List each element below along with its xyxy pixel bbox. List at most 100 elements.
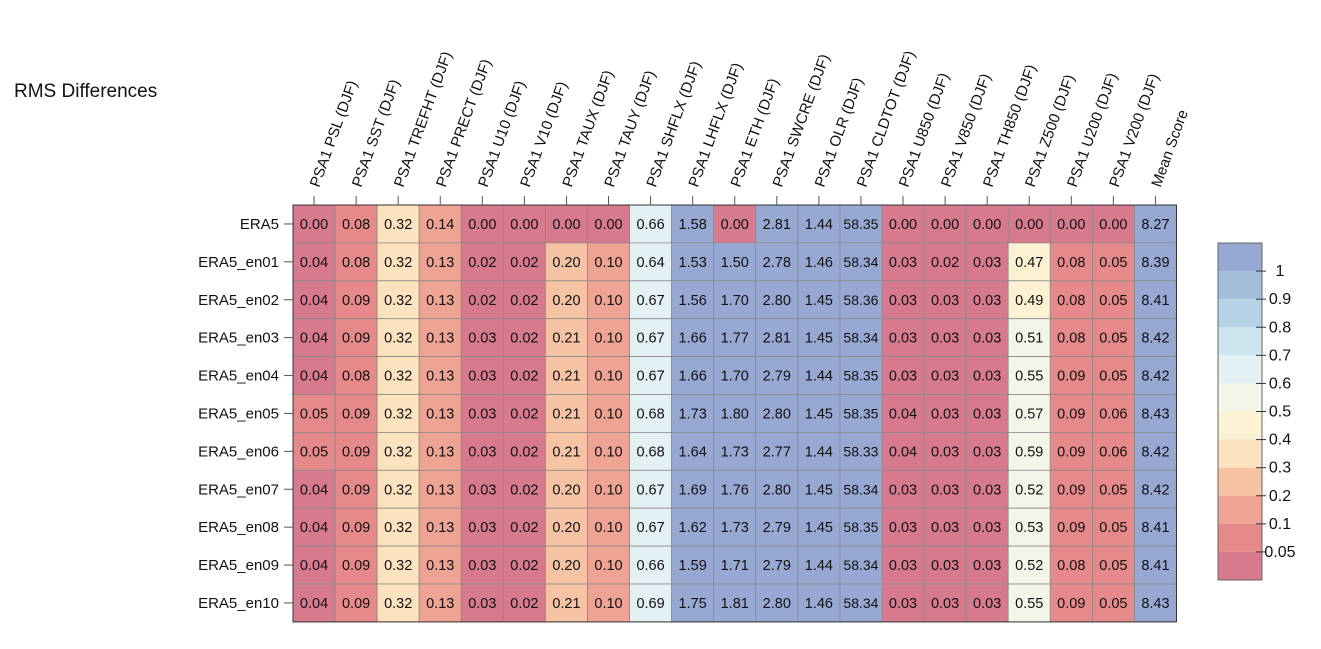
cell-value-label: 1.53 [679,255,707,271]
cell-value-label: 1.44 [805,558,833,574]
cell-value-label: 8.42 [1141,444,1169,460]
heatmap-cell [587,431,630,471]
cell-value-label: 0.32 [384,217,412,233]
cell-value-label: 58.34 [843,557,878,573]
cell-value-label: 1.66 [679,369,707,385]
legend-label: 0.05 [1264,544,1295,561]
cell-value-label: 2.78 [763,255,791,271]
cell-value-label: 58.33 [843,443,878,459]
cell-value-label: 0.13 [426,482,454,498]
cell-value-label: 0.00 [1099,217,1127,233]
cell-value-label: 0.13 [426,406,454,422]
cell-value-label: 0.00 [300,217,328,233]
legend-label: 0.5 [1269,404,1291,421]
heatmap-cell [545,469,588,509]
cell-value-label: 0.10 [594,331,622,347]
cell-value-label: 0.32 [384,444,412,460]
cell-value-label: 0.13 [426,255,454,271]
cell-value-label: 58.34 [843,481,878,497]
cell-value-label: 0.03 [468,596,496,612]
heatmap-cell [587,394,630,433]
cell-value-label: 0.03 [889,255,917,271]
cell-value-label: 0.32 [384,331,412,347]
cell-value-label: 8.27 [1141,217,1169,233]
heatmap-cell [502,431,546,471]
heatmap-cell [292,545,336,585]
cell-value-label: 0.66 [636,558,664,574]
cell-value-label: 0.03 [468,369,496,385]
heatmap-cell [1134,469,1177,509]
heatmap-cell [418,431,462,471]
heatmap-cell [334,507,378,547]
heatmap-cell [1091,431,1135,471]
cell-value-label: 0.00 [1057,217,1085,233]
cell-value-label: 0.03 [973,369,1001,385]
cell-value-label: 0.03 [468,406,496,422]
cell-value-label: 0.03 [468,482,496,498]
cell-value-label: 0.02 [510,444,538,460]
cell-value-label: 0.03 [931,406,959,422]
cell-value-label: 1.75 [679,596,707,612]
row-label: ERA5_en02 [198,292,279,309]
heatmap-cell [545,431,588,471]
heatmap-cell [881,204,925,244]
cell-value-label: 0.06 [1099,444,1127,460]
cell-value-label: 0.20 [552,482,580,498]
cell-value-label: 0.03 [973,331,1001,347]
cell-value-label: 8.41 [1141,520,1169,536]
cell-value-label: 0.03 [973,558,1001,574]
heatmap-cell [1049,356,1093,395]
heatmap-cell [1007,507,1051,547]
cell-value-label: 2.79 [763,520,791,536]
cell-value-label: 58.35 [843,405,878,421]
legend-swatch [1218,495,1262,524]
cell-value-label: 0.05 [1099,255,1127,271]
cell-value-label: 8.42 [1141,482,1169,498]
heatmap-cell [965,469,1009,509]
cell-value-label: 0.10 [594,482,622,498]
cell-value-label: 0.13 [426,293,454,309]
cell-value-label: 1.44 [805,369,833,385]
heatmap-cell [545,242,588,282]
cell-value-label: 2.80 [763,482,791,498]
heatmap-cell [755,242,799,282]
heatmap-cell [587,242,630,282]
row-label: ERA5 [240,216,279,233]
heatmap-cell [502,318,546,358]
legend-swatch [1218,299,1262,328]
cell-value-label: 0.10 [594,444,622,460]
cell-value-label: 0.09 [342,406,370,422]
cell-value-label: 0.08 [1057,255,1085,271]
cell-value-label: 0.02 [510,558,538,574]
cell-value-label: 2.79 [763,369,791,385]
cell-value-label: 0.32 [384,482,412,498]
heatmap-cell [881,507,925,547]
heatmap-cell [1007,583,1051,623]
heatmap-cell [1134,583,1177,623]
cell-value-label: 8.42 [1141,369,1169,385]
cell-value-label: 0.02 [510,406,538,422]
heatmap-cell [713,280,757,320]
heatmap-cell [502,242,546,282]
cell-value-label: 0.03 [973,293,1001,309]
cell-value-label: 0.09 [1057,520,1085,536]
cell-value-label: 0.04 [300,520,328,536]
heatmap-cell [587,280,630,320]
cell-value-label: 1.73 [721,520,749,536]
heatmap-cell [797,583,841,623]
row-label: ERA5_en10 [198,595,279,612]
heatmap-cell [923,545,967,585]
cell-value-label: 8.39 [1141,255,1169,271]
heatmap-cell [671,280,715,320]
heatmap-cell [460,583,504,623]
cell-value-label: 0.02 [510,293,538,309]
heatmap-cell [1091,394,1135,433]
cell-value-label: 1.46 [805,255,833,271]
cell-value-label: 0.05 [1099,293,1127,309]
cell-value-label: 0.32 [384,293,412,309]
cell-value-label: 0.02 [931,255,959,271]
cell-value-label: 1.64 [679,444,707,460]
heatmap-cell [502,545,546,585]
cell-value-label: 1.44 [805,217,833,233]
heatmap-cell [460,507,504,547]
